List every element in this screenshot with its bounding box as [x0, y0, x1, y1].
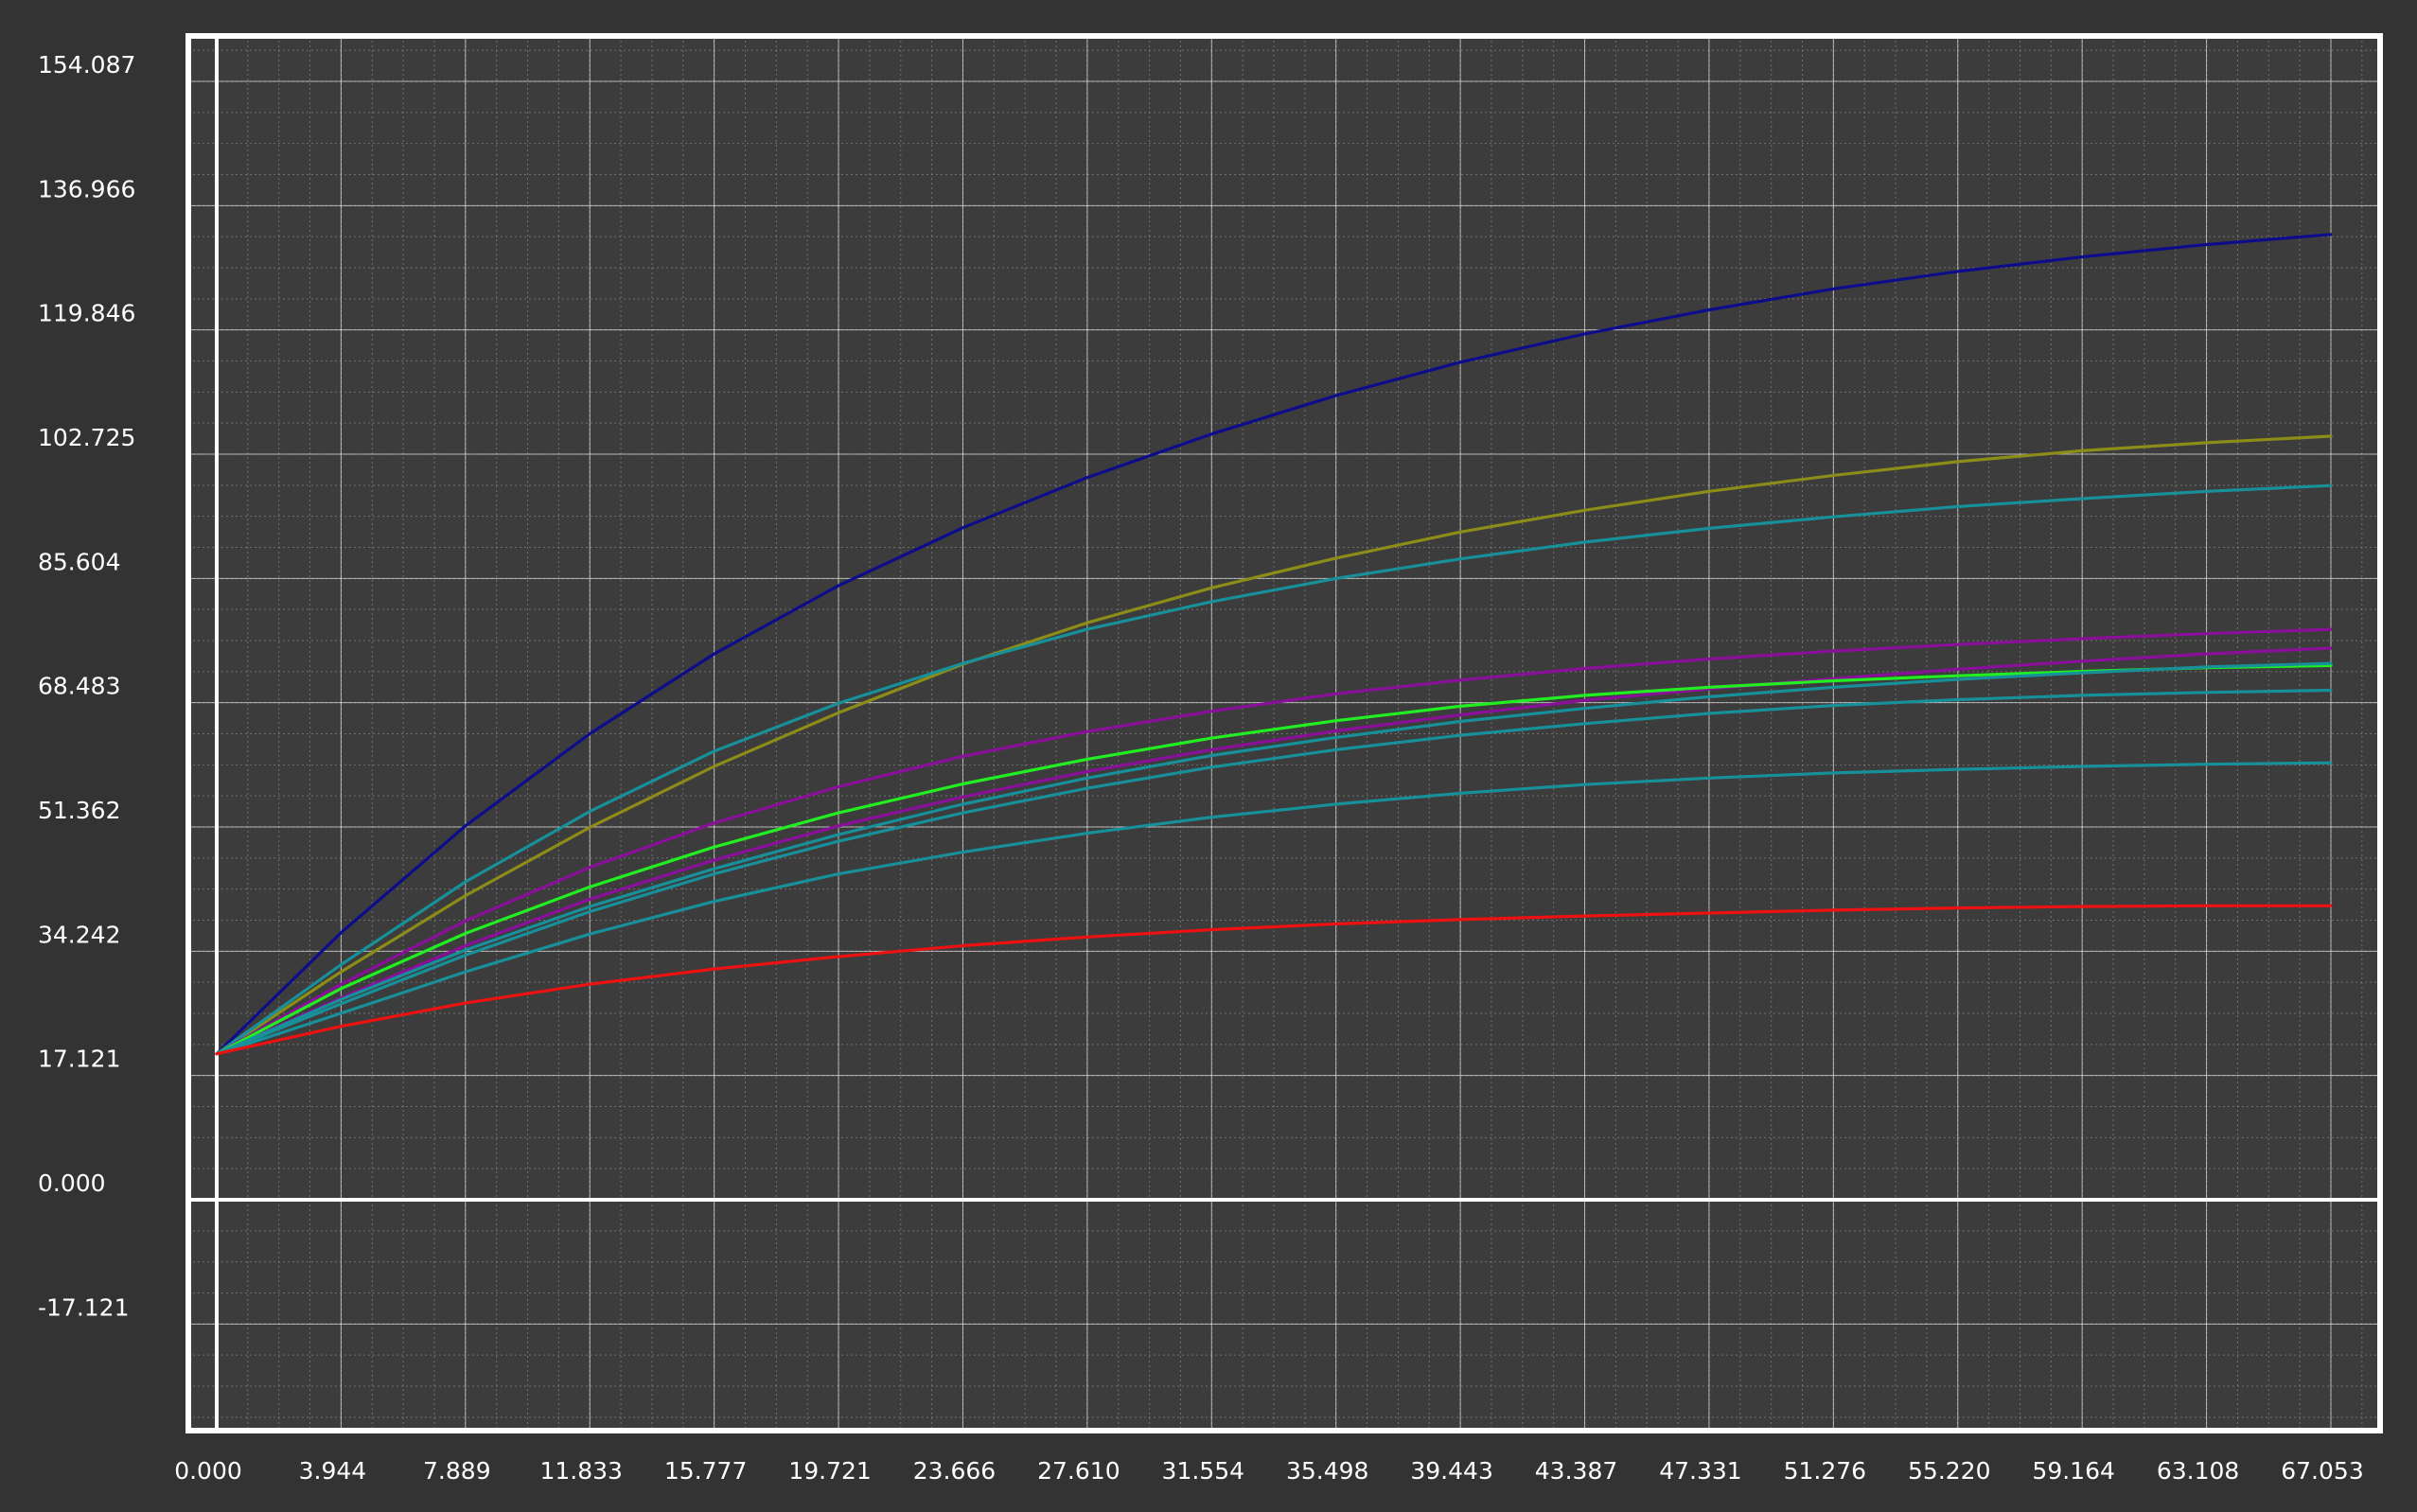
y-tick-label: 136.966 [38, 175, 135, 202]
y-tick-label: 119.846 [38, 300, 135, 327]
x-tick-label: 59.164 [2032, 1457, 2114, 1485]
x-tick-label: 31.554 [1162, 1457, 1244, 1485]
y-tick-label: 34.242 [38, 921, 120, 948]
y-tick-label: 102.725 [38, 424, 135, 451]
y-tick-label: 51.362 [38, 797, 120, 824]
series-line-4 [215, 627, 2333, 1056]
x-tick-label: 51.276 [1784, 1457, 1866, 1485]
series-line-6 [215, 663, 2333, 1056]
series-line-7 [215, 661, 2333, 1056]
y-tick-label: 85.604 [38, 548, 120, 575]
x-tick-label: 11.833 [539, 1457, 622, 1485]
x-tick-label: 39.443 [1410, 1457, 1492, 1485]
x-tick-label: 35.498 [1286, 1457, 1368, 1485]
x-tick-label: 0.000 [174, 1457, 242, 1485]
series-line-9 [215, 761, 2333, 1056]
x-tick-label: 67.053 [2281, 1457, 2363, 1485]
y-tick-label: 68.483 [38, 673, 120, 700]
series-line-2 [215, 434, 2333, 1056]
x-tick-label: 47.331 [1659, 1457, 1741, 1485]
y-tick-label: 0.000 [38, 1169, 106, 1197]
y-tick-label: -17.121 [38, 1293, 130, 1321]
y-tick-label: 17.121 [38, 1046, 120, 1073]
series-line-10 [215, 904, 2333, 1056]
series-line-1 [215, 233, 2333, 1056]
y-tick-label: 154.087 [38, 51, 135, 79]
x-tick-label: 15.777 [664, 1457, 747, 1485]
x-tick-label: 63.108 [2157, 1457, 2239, 1485]
x-tick-label: 27.610 [1037, 1457, 1120, 1485]
series-line-3 [215, 483, 2333, 1056]
x-axis-tick-labels: 0.000 3.944 7.889 11.833 15.777 19.721 23.666 2… [174, 1457, 2364, 1485]
x-tick-label: 23.666 [913, 1457, 996, 1485]
x-tick-label: 7.889 [423, 1457, 491, 1485]
x-tick-label: 19.721 [788, 1457, 871, 1485]
plot-frame [185, 33, 2383, 1433]
x-tick-label: 3.944 [299, 1457, 367, 1485]
x-tick-label: 55.220 [1908, 1457, 1990, 1485]
series-line-8 [215, 688, 2333, 1056]
zero-axes [188, 36, 2380, 1431]
y-axis-tick-labels: 154.087 136.966 119.846 102.725 85.604 68.483… [38, 51, 135, 1321]
x-tick-label: 43.387 [1535, 1457, 1617, 1485]
series-layer [215, 233, 2333, 1056]
series-line-5 [215, 646, 2333, 1056]
